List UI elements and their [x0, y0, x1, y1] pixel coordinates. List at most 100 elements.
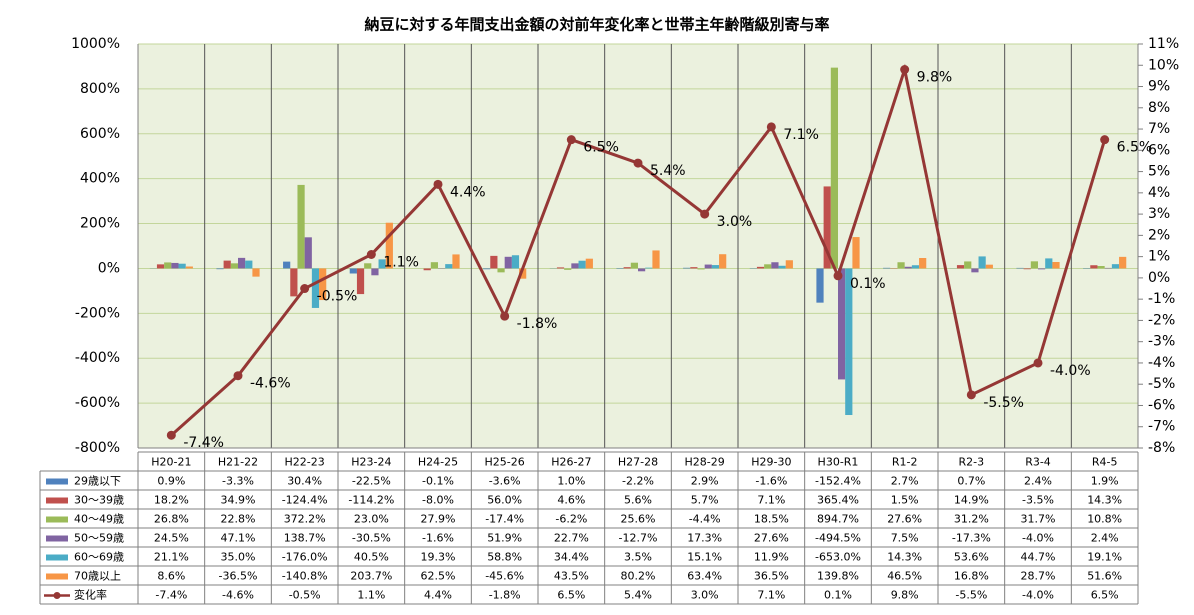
- bar: [364, 263, 372, 269]
- data-label: 9.8%: [917, 70, 953, 86]
- table-cell: -7.4%: [155, 589, 187, 602]
- table-cell: 365.4%: [817, 494, 859, 507]
- table-cell: 14.9%: [954, 494, 989, 507]
- table-cell: -4.0%: [1022, 589, 1054, 602]
- table-cell: 139.8%: [817, 570, 859, 583]
- bar: [304, 237, 312, 269]
- table-cell: 0.9%: [157, 475, 185, 488]
- table-cell: 51.6%: [1087, 570, 1122, 583]
- bar: [171, 262, 179, 269]
- bar: [519, 268, 527, 279]
- table-cell: 17.3%: [687, 532, 722, 545]
- table-cell: 24.5%: [154, 532, 189, 545]
- bar: [1045, 258, 1053, 269]
- table-cell: -1.6%: [422, 532, 454, 545]
- x-tick-label: R3-4: [1025, 456, 1051, 469]
- data-label: -5.5%: [983, 395, 1024, 411]
- table-cell: 372.2%: [284, 513, 326, 526]
- bar: [578, 260, 586, 269]
- table-cell: 2.4%: [1024, 475, 1052, 488]
- bar: [511, 255, 520, 269]
- legend-swatch: [46, 478, 68, 485]
- table-cell: -5.5%: [955, 589, 987, 602]
- table-cell: 40.5%: [354, 551, 389, 564]
- table-cell: 30.4%: [287, 475, 322, 488]
- data-label: -7.4%: [183, 435, 224, 451]
- table-cell: -4.6%: [222, 589, 254, 602]
- table-cell: -36.5%: [219, 570, 258, 583]
- y2-tick-label: 6%: [1148, 142, 1170, 158]
- table-cell: -6.2%: [555, 513, 587, 526]
- table-cell: 34.4%: [554, 551, 589, 564]
- table-cell: 0.1%: [824, 589, 852, 602]
- bar: [719, 254, 727, 269]
- table-cell: 15.1%: [687, 551, 722, 564]
- table-cell: 58.8%: [487, 551, 522, 564]
- line-marker: [633, 158, 643, 168]
- y2-tick-label: 5%: [1148, 164, 1170, 180]
- line-marker: [433, 179, 443, 189]
- table-cell: -152.4%: [815, 475, 861, 488]
- table-cell: 7.1%: [757, 494, 785, 507]
- line-marker: [233, 371, 243, 381]
- table-cell: 9.8%: [891, 589, 919, 602]
- table-cell: 44.7%: [1021, 551, 1056, 564]
- table-cell: 26.8%: [154, 513, 189, 526]
- x-tick-label: H26-27: [551, 456, 591, 469]
- y-tick-label: -400%: [75, 350, 120, 366]
- table-cell: 1.5%: [891, 494, 919, 507]
- x-tick-label: H28-29: [685, 456, 725, 469]
- bar: [223, 260, 231, 269]
- x-tick-label: H22-23: [285, 456, 325, 469]
- line-marker: [766, 122, 776, 132]
- line-marker: [900, 65, 910, 75]
- bar: [356, 268, 365, 295]
- legend-swatch: [46, 516, 68, 523]
- y2-tick-label: -7%: [1148, 419, 1175, 435]
- bar: [1016, 267, 1024, 269]
- table-cell: 16.8%: [954, 570, 989, 583]
- y-tick-label: -800%: [75, 440, 120, 456]
- legend-swatch: [46, 573, 68, 580]
- bar: [816, 268, 824, 303]
- y2-tick-label: -1%: [1148, 291, 1175, 307]
- bar: [785, 260, 793, 269]
- table-cell: 56.0%: [487, 494, 522, 507]
- bar: [630, 262, 638, 269]
- table-cell: -176.0%: [282, 551, 328, 564]
- y2-tick-label: 11%: [1148, 36, 1179, 52]
- table-cell: 5.7%: [691, 494, 719, 507]
- bar: [911, 265, 920, 269]
- data-label: -4.6%: [250, 376, 291, 392]
- bar: [971, 268, 979, 273]
- x-tick-label: H27-28: [618, 456, 658, 469]
- bar: [1052, 262, 1060, 269]
- table-cell: -653.0%: [815, 551, 861, 564]
- table-cell: 23.0%: [354, 513, 389, 526]
- legend-swatch: [46, 554, 68, 561]
- bar: [164, 262, 172, 269]
- table-cell: -0.5%: [289, 589, 321, 602]
- y-tick-label: 0%: [98, 260, 120, 276]
- y2-tick-label: -5%: [1148, 376, 1175, 392]
- bar: [156, 264, 165, 269]
- bar: [1090, 265, 1098, 269]
- y2-tick-label: -4%: [1148, 355, 1175, 371]
- table-cell: -140.8%: [282, 570, 328, 583]
- table-cell: 4.4%: [424, 589, 452, 602]
- table-cell: 3.0%: [691, 589, 719, 602]
- line-marker: [833, 271, 843, 281]
- table-cell: 80.2%: [621, 570, 656, 583]
- bar: [652, 250, 660, 269]
- table-cell: 22.8%: [221, 513, 256, 526]
- bar: [349, 268, 357, 274]
- table-cell: 7.5%: [891, 532, 919, 545]
- table-cell: 21.1%: [154, 551, 189, 564]
- y2-tick-label: 7%: [1148, 121, 1170, 137]
- bar: [585, 258, 593, 269]
- line-marker: [500, 311, 510, 321]
- table-cell: 19.1%: [1087, 551, 1122, 564]
- bar: [238, 257, 246, 269]
- legend-swatch: [53, 592, 61, 599]
